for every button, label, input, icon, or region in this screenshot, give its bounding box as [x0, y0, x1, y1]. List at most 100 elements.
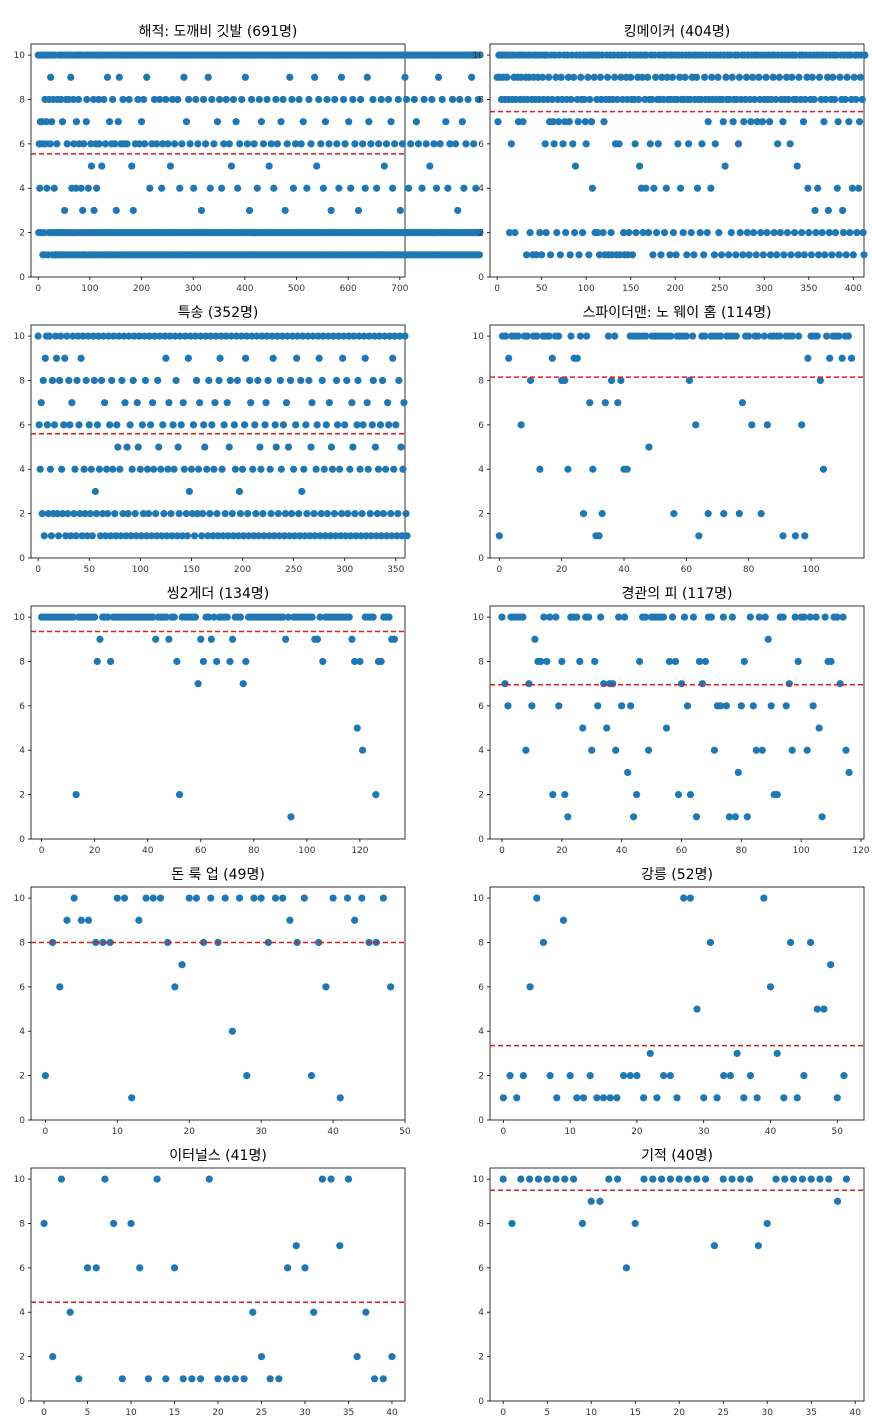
data-point — [822, 95, 830, 104]
data-point — [815, 73, 824, 81]
data-point — [474, 95, 482, 104]
data-point — [397, 443, 405, 451]
data-point — [359, 140, 367, 148]
data-point — [353, 421, 361, 429]
data-point — [180, 73, 188, 81]
data-point — [618, 702, 626, 710]
data-point — [341, 421, 349, 429]
data-point — [403, 532, 411, 540]
data-point — [749, 702, 757, 710]
data-point — [359, 421, 367, 429]
data-point — [285, 532, 294, 540]
data-point — [801, 95, 809, 104]
data-point — [141, 376, 150, 385]
data-point — [554, 332, 563, 340]
data-point — [350, 332, 358, 340]
data-point — [692, 421, 700, 429]
data-point — [199, 510, 207, 518]
data-point — [683, 251, 691, 259]
data-point — [556, 251, 564, 259]
data-point — [279, 95, 287, 104]
data-point — [589, 465, 597, 473]
data-point — [83, 1264, 92, 1272]
x-tick-label: 400 — [845, 284, 862, 294]
data-points — [493, 51, 869, 259]
data-points — [495, 332, 856, 540]
data-point — [849, 251, 857, 259]
data-point — [106, 938, 114, 947]
data-point — [806, 938, 815, 947]
x-tick-label: 100 — [793, 846, 810, 856]
data-point — [100, 95, 108, 104]
x-tick-label: 20 — [184, 1127, 196, 1137]
data-point — [779, 613, 787, 621]
x-tick-label: 25 — [256, 1408, 267, 1418]
data-point — [843, 73, 851, 81]
data-point — [307, 1072, 316, 1080]
data-point — [214, 1375, 222, 1383]
y-tick-label: 10 — [473, 613, 485, 623]
data-point — [89, 332, 97, 340]
x-tick-label: 150 — [183, 565, 200, 575]
data-point — [615, 140, 623, 148]
data-point — [124, 510, 132, 518]
data-point — [286, 73, 294, 81]
data-point — [270, 532, 278, 540]
data-point — [552, 73, 560, 81]
data-point — [295, 510, 303, 518]
data-point — [58, 465, 66, 473]
data-point — [769, 73, 777, 81]
data-point — [137, 118, 146, 126]
data-point — [540, 613, 548, 621]
data-point — [146, 421, 155, 429]
data-point — [281, 510, 290, 518]
x-tick-label: 60 — [681, 565, 693, 575]
data-point — [695, 657, 704, 666]
data-point — [755, 613, 763, 621]
data-point — [181, 332, 189, 340]
data-point — [317, 140, 325, 148]
data-point — [506, 1072, 514, 1080]
data-point — [305, 95, 313, 104]
data-point — [840, 1072, 848, 1080]
data-point — [807, 251, 816, 259]
data-point — [392, 421, 400, 429]
data-point — [614, 399, 622, 407]
data-point — [781, 1175, 789, 1183]
data-point — [150, 95, 159, 104]
data-point — [701, 73, 709, 81]
data-point — [330, 510, 339, 518]
data-point — [128, 162, 136, 170]
data-point — [707, 613, 716, 621]
data-point — [160, 510, 168, 518]
data-point — [704, 510, 712, 518]
data-point — [338, 510, 346, 518]
data-point — [794, 332, 803, 340]
data-point — [40, 1219, 48, 1228]
data-point — [757, 510, 765, 518]
data-point — [81, 510, 89, 518]
data-point — [263, 332, 271, 340]
data-point — [105, 332, 113, 340]
data-point — [251, 421, 259, 429]
data-point — [319, 657, 327, 666]
data-point — [232, 118, 240, 126]
data-point — [325, 399, 333, 407]
data-point — [236, 510, 245, 518]
data-point — [813, 332, 821, 340]
data-point — [159, 140, 167, 148]
data-point — [803, 73, 811, 81]
data-point — [135, 916, 143, 924]
data-point — [355, 332, 363, 340]
data-point — [710, 251, 719, 259]
data-point — [184, 95, 193, 104]
data-point — [587, 118, 596, 126]
data-point — [827, 961, 835, 969]
data-point — [472, 184, 480, 192]
data-point — [779, 532, 787, 540]
data-point — [222, 95, 230, 104]
data-point — [566, 1072, 574, 1080]
data-point — [47, 532, 56, 540]
data-point — [257, 894, 265, 902]
data-point — [286, 376, 295, 385]
